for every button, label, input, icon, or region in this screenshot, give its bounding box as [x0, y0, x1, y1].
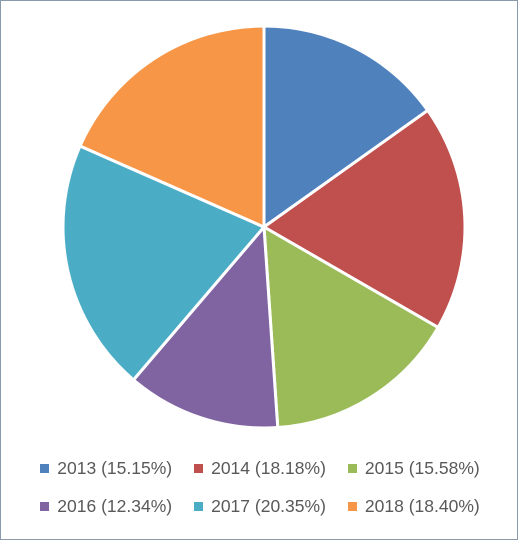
legend-swatch-2015	[347, 463, 357, 473]
pie-slice-2014	[262, 108, 467, 329]
legend-label-2018: 2018 (18.40%)	[364, 495, 480, 516]
legend-swatch-2017	[194, 501, 204, 511]
pie-chart	[61, 24, 467, 430]
legend-label-2014: 2014 (18.18%)	[211, 457, 326, 478]
legend-item-2017: 2017 (20.35%)	[194, 496, 326, 517]
legend-item-2016: 2016 (12.34%)	[40, 496, 172, 517]
legend-label-2016: 2016 (12.34%)	[57, 495, 173, 516]
legend-swatch-2018	[347, 501, 357, 511]
legend-item-2015: 2015 (15.58%)	[347, 457, 480, 479]
legend-label-2017: 2017 (20.35%)	[211, 495, 326, 516]
legend: 2013 (15.15%) 2014 (18.18%) 2015 (15.58%…	[1, 449, 518, 529]
legend-item-2018: 2018 (18.40%)	[347, 495, 480, 517]
legend-swatch-2016	[40, 501, 50, 511]
legend-item-2014: 2014 (18.18%)	[194, 458, 326, 479]
legend-swatch-2013	[40, 463, 50, 473]
pie-slice-2016	[131, 225, 280, 430]
pie-slice-2018	[78, 24, 266, 229]
legend-label-2013: 2013 (15.15%)	[57, 457, 173, 478]
pie-slice-2017	[61, 144, 266, 382]
legend-row-1: 2013 (15.15%) 2014 (18.18%) 2015 (15.58%…	[1, 449, 518, 487]
pie-slice-2013	[262, 24, 430, 229]
pie-slice-2015	[262, 225, 440, 430]
legend-row-2: 2016 (12.34%) 2017 (20.35%) 2018 (18.40%…	[1, 487, 518, 525]
legend-label-2015: 2015 (15.58%)	[364, 457, 480, 478]
legend-swatch-2014	[194, 463, 204, 473]
legend-item-2013: 2013 (15.15%)	[40, 458, 172, 479]
